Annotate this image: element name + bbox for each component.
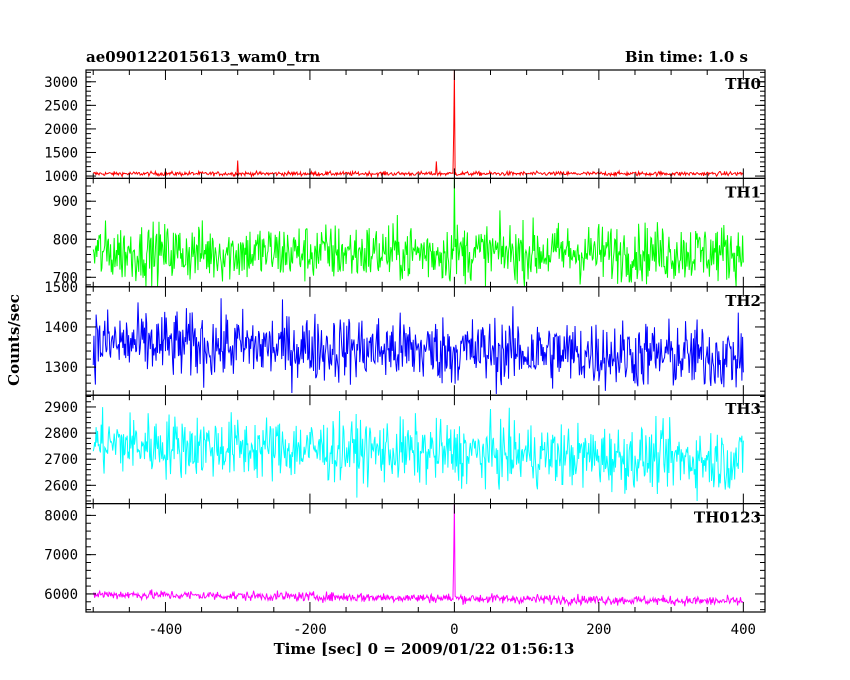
panel-label-th2: TH2 — [725, 292, 761, 310]
series-line-th3 — [92, 407, 744, 502]
y-tick-label: 6000 — [44, 587, 78, 603]
panel-label-th3: TH3 — [725, 400, 761, 418]
y-tick-label: 1000 — [44, 169, 78, 185]
y-tick-label: 1300 — [44, 360, 78, 376]
series-line-th0 — [93, 70, 744, 179]
y-tick-label: 900 — [53, 194, 78, 210]
series-line-th0123 — [92, 503, 744, 608]
series-line-th1 — [92, 178, 744, 287]
x-tick-label: 200 — [586, 622, 611, 638]
y-tick-label: 2000 — [44, 122, 78, 138]
y-tick-label: 7000 — [44, 548, 78, 564]
x-axis-label: Time [sec] 0 = 2009/01/22 01:56:13 — [274, 640, 575, 658]
series-line-th2 — [92, 298, 744, 394]
y-axis-label: Counts/sec — [5, 294, 23, 386]
y-tick-label: 2600 — [44, 478, 78, 494]
y-tick-label: 800 — [53, 232, 78, 248]
y-tick-label: 8000 — [44, 508, 78, 524]
y-tick-label: 2700 — [44, 452, 78, 468]
y-tick-label: 2500 — [44, 98, 78, 114]
bin-time-label: Bin time: 1.0 s — [625, 48, 748, 66]
panel-frame-th2 — [85, 286, 766, 396]
panel-frame-th0 — [85, 69, 766, 180]
y-tick-label: 1500 — [44, 280, 78, 296]
y-tick-label: 2900 — [44, 400, 78, 416]
y-tick-label: 3000 — [44, 75, 78, 91]
y-tick-label: 1400 — [44, 320, 78, 336]
panel-frame-th0123 — [85, 503, 766, 613]
y-tick-label: 700 — [53, 270, 78, 286]
panel-label-th1: TH1 — [725, 183, 761, 201]
x-tick-label: 0 — [450, 622, 458, 638]
y-tick-label: 2800 — [44, 426, 78, 442]
chart-title: ae090122015613_wam0_trn — [86, 48, 320, 66]
panel-label-th0123: TH0123 — [694, 509, 761, 527]
x-tick-label: 400 — [731, 622, 756, 638]
x-tick-label: -400 — [149, 622, 183, 638]
y-tick-label: 1500 — [44, 145, 78, 161]
x-tick-label: -200 — [293, 622, 327, 638]
panel-label-th0: TH0 — [725, 75, 761, 93]
